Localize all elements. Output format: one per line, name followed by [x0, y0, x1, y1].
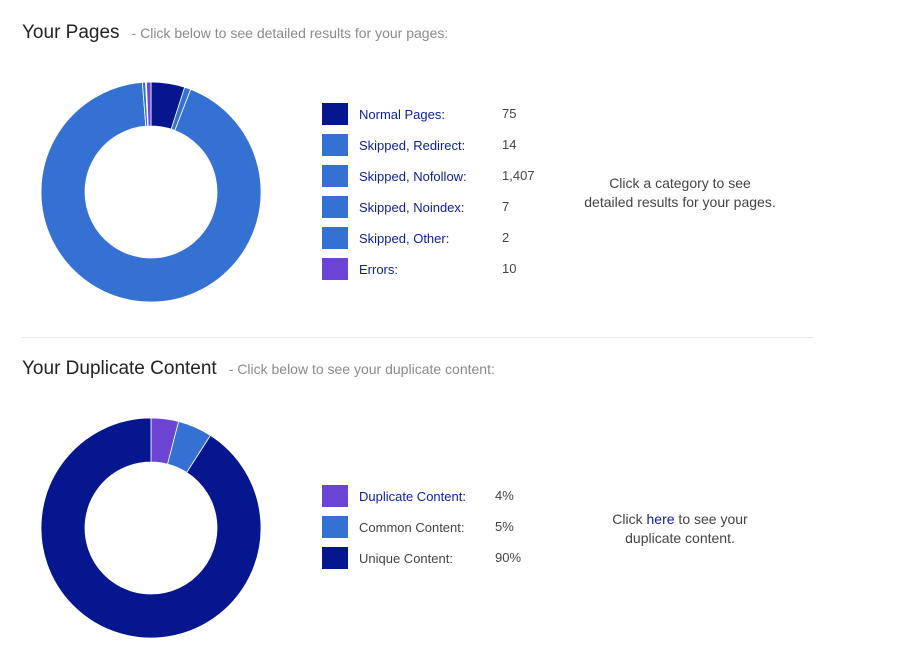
- pages-section-title: Your Pages: [22, 22, 120, 43]
- pages-donut-chart[interactable]: [41, 82, 261, 302]
- duplicate-section-subtitle: - Click below to see your duplicate cont…: [228, 361, 495, 377]
- legend-value-skipped-other: 2: [502, 230, 510, 245]
- legend-row-duplicate-content[interactable]: Duplicate Content:: [322, 485, 466, 507]
- duplicate-legend: Duplicate Content: 4% Common Content: 5%…: [322, 485, 562, 575]
- legend-label-normal-pages[interactable]: Normal Pages:: [359, 106, 445, 122]
- legend-swatch-skipped-noindex: [322, 196, 348, 218]
- legend-row-errors[interactable]: Errors:: [322, 258, 398, 280]
- duplicate-note-line2: duplicate content.: [625, 530, 735, 546]
- legend-label-errors[interactable]: Errors:: [359, 261, 398, 277]
- duplicate-note-line1: Click here to see your: [560, 510, 800, 529]
- pages-section-subtitle: - Click below to see detailed results fo…: [131, 25, 449, 41]
- legend-row-normal-pages[interactable]: Normal Pages:: [322, 103, 445, 125]
- legend-row-common-content: Common Content:: [322, 516, 465, 538]
- legend-swatch-skipped-nofollow: [322, 165, 348, 187]
- duplicate-note: Click here to see your duplicate content…: [560, 510, 800, 548]
- duplicate-here-link[interactable]: here: [646, 511, 675, 527]
- legend-swatch-skipped-other: [322, 227, 348, 249]
- legend-swatch-errors: [322, 258, 348, 280]
- donut-slice-skipped-nofollow[interactable]: [41, 82, 261, 302]
- donut-slice-errors[interactable]: [146, 82, 152, 127]
- legend-value-unique-content: 90%: [495, 550, 522, 565]
- legend-row-skipped-noindex[interactable]: Skipped, Noindex:: [322, 196, 465, 218]
- duplicate-donut-chart[interactable]: [41, 418, 261, 638]
- pages-note: Click a category to see detailed results…: [560, 174, 800, 212]
- pages-note-line1: Click a category to see: [609, 175, 751, 191]
- legend-value-skipped-nofollow: 1,407: [502, 168, 535, 183]
- section-divider: [22, 337, 814, 338]
- duplicate-note-prefix: Click: [612, 511, 647, 527]
- legend-label-duplicate-content[interactable]: Duplicate Content:: [359, 488, 466, 504]
- duplicate-section-header: Your Duplicate Content - Click below to …: [22, 358, 495, 380]
- legend-value-duplicate-content: 4%: [495, 488, 514, 503]
- legend-swatch-unique-content: [322, 547, 348, 569]
- pages-legend: Normal Pages: 75 Skipped, Redirect: 14 S…: [322, 103, 562, 293]
- duplicate-note-suffix: to see your: [674, 511, 748, 527]
- pages-section-header: Your Pages - Click below to see detailed…: [22, 22, 448, 44]
- legend-label-unique-content: Unique Content:: [359, 550, 453, 566]
- legend-value-skipped-noindex: 7: [502, 199, 510, 214]
- legend-row-skipped-nofollow[interactable]: Skipped, Nofollow:: [322, 165, 467, 187]
- pages-note-line2: detailed results for your pages.: [584, 194, 776, 210]
- legend-value-skipped-redirect: 14: [502, 137, 517, 152]
- legend-row-skipped-other[interactable]: Skipped, Other:: [322, 227, 449, 249]
- legend-label-skipped-noindex[interactable]: Skipped, Noindex:: [359, 199, 465, 215]
- legend-swatch-skipped-redirect: [322, 134, 348, 156]
- legend-label-skipped-redirect[interactable]: Skipped, Redirect:: [359, 137, 466, 153]
- legend-value-errors: 10: [502, 261, 517, 276]
- legend-row-skipped-redirect[interactable]: Skipped, Redirect:: [322, 134, 465, 156]
- legend-label-skipped-other[interactable]: Skipped, Other:: [359, 230, 450, 246]
- legend-value-normal-pages: 75: [502, 106, 517, 121]
- legend-swatch-duplicate-content: [322, 485, 348, 507]
- legend-label-common-content: Common Content:: [359, 519, 465, 535]
- legend-swatch-normal-pages: [322, 103, 348, 125]
- legend-row-unique-content: Unique Content:: [322, 547, 453, 569]
- legend-label-skipped-nofollow[interactable]: Skipped, Nofollow:: [359, 168, 467, 184]
- duplicate-section-title: Your Duplicate Content: [22, 358, 217, 379]
- legend-swatch-common-content: [322, 516, 348, 538]
- donut-slice-unique-content[interactable]: [41, 418, 261, 638]
- legend-value-common-content: 5%: [495, 519, 514, 534]
